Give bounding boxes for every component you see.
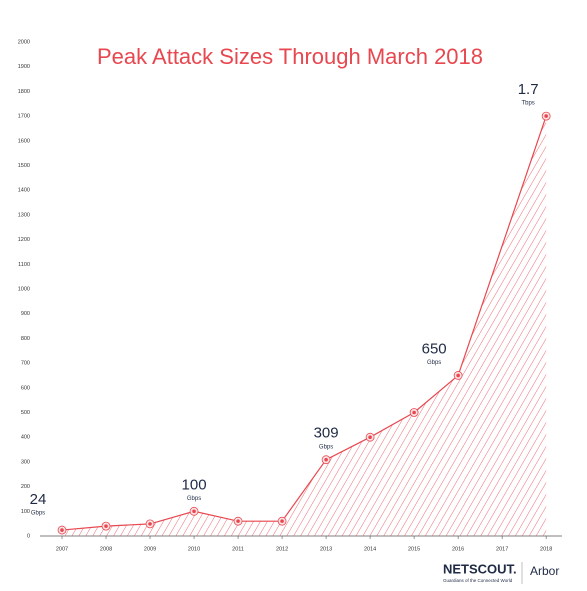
value-label: 309 xyxy=(314,425,339,442)
y-tick-label: 700 xyxy=(21,361,30,367)
y-tick-label: 2000 xyxy=(18,39,30,45)
product: Arbor xyxy=(530,564,559,578)
x-tick-label: 2015 xyxy=(408,546,420,552)
value-label: 650 xyxy=(422,340,447,357)
y-tick-label: 1100 xyxy=(18,262,30,268)
y-tick-label: 900 xyxy=(21,311,30,317)
point xyxy=(544,114,548,118)
x-tick-label: 2017 xyxy=(496,546,508,552)
value-label: 24 xyxy=(30,491,47,508)
value-unit: Gbps xyxy=(31,511,45,517)
point xyxy=(236,519,240,523)
y-tick-label: 1900 xyxy=(18,64,30,70)
y-tick-label: 1700 xyxy=(18,114,30,120)
x-tick-label: 2010 xyxy=(188,546,200,552)
value-label: 100 xyxy=(182,476,207,493)
y-tick-label: 600 xyxy=(21,385,30,391)
y-tick-label: 1200 xyxy=(18,237,30,243)
value-unit: Gbps xyxy=(427,360,441,366)
x-tick-label: 2018 xyxy=(540,546,552,552)
y-tick-label: 100 xyxy=(21,509,30,515)
point xyxy=(60,528,64,532)
y-tick-label: 1400 xyxy=(18,188,30,194)
x-tick-label: 2008 xyxy=(100,546,112,552)
y-tick-label: 300 xyxy=(21,459,30,465)
value-label: 1.7 xyxy=(518,81,539,98)
point xyxy=(280,519,284,523)
y-tick-label: 500 xyxy=(21,410,30,416)
y-tick-label: 1000 xyxy=(18,286,30,292)
y-tick-label: 400 xyxy=(21,435,30,441)
x-tick-label: 2007 xyxy=(56,546,68,552)
y-tick-label: 0 xyxy=(27,533,30,539)
x-tick-label: 2011 xyxy=(232,546,244,552)
x-tick-label: 2012 xyxy=(276,546,288,552)
y-tick-label: 200 xyxy=(21,484,30,490)
brand: NETSCOUT. xyxy=(443,561,517,576)
x-tick-label: 2013 xyxy=(320,546,332,552)
point xyxy=(368,435,372,440)
value-unit: Tbps xyxy=(521,101,534,107)
point xyxy=(324,457,328,462)
tagline: Guardians of the Connected World xyxy=(443,578,513,583)
y-tick-label: 1800 xyxy=(18,89,30,95)
area xyxy=(62,116,547,536)
x-tick-label: 2009 xyxy=(144,546,156,552)
value-unit: Gbps xyxy=(319,444,333,450)
point xyxy=(148,522,152,526)
point xyxy=(412,410,416,415)
y-tick-label: 1300 xyxy=(18,212,30,218)
y-tick-label: 1600 xyxy=(18,138,30,144)
y-tick-label: 800 xyxy=(21,336,30,342)
x-tick-label: 2016 xyxy=(452,546,464,552)
point xyxy=(456,373,460,378)
point xyxy=(192,509,196,514)
y-tick-label: 1500 xyxy=(18,163,30,169)
chart-title: Peak Attack Sizes Through March 2018 xyxy=(97,44,483,69)
x-tick-label: 2014 xyxy=(364,546,376,552)
point xyxy=(104,524,108,528)
value-unit: Gbps xyxy=(187,496,201,502)
